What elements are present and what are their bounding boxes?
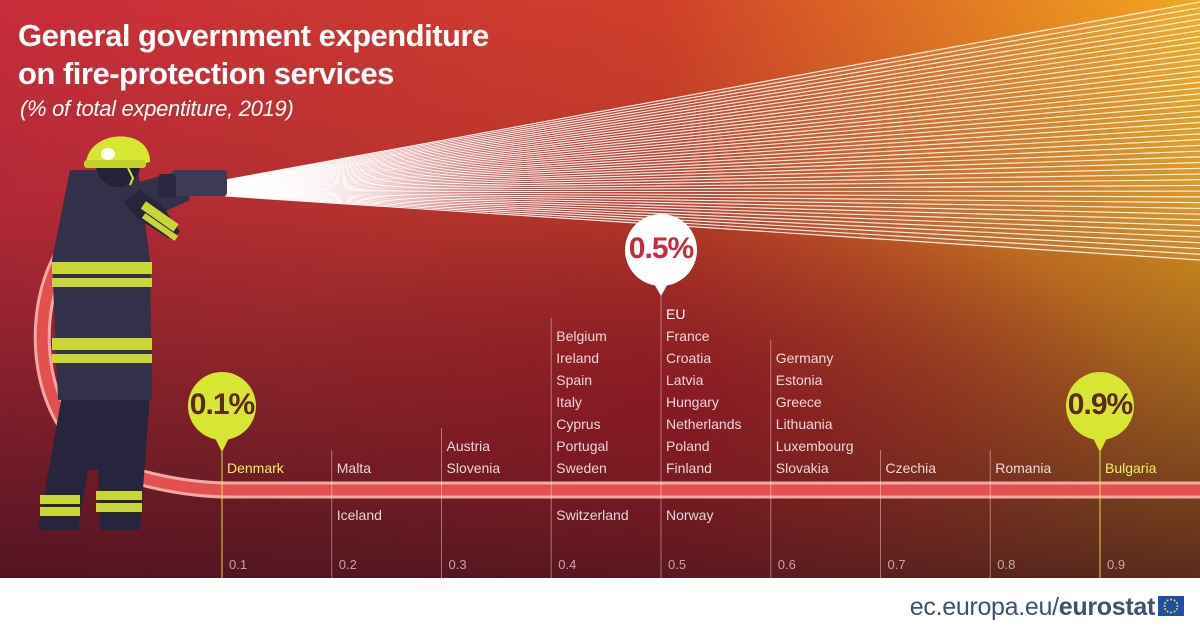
country-label: Slovenia: [446, 460, 501, 476]
bin-above-0.9: Bulgaria: [1105, 457, 1200, 479]
country-label: Netherlands: [666, 416, 742, 432]
source-credit: ec.europa.eu/eurostat: [909, 593, 1156, 622]
country-label: Spain: [556, 372, 593, 388]
x-tick-label: 0.9: [1107, 557, 1126, 572]
country-label: Ireland: [556, 350, 600, 366]
bin-below-0.4: Switzerland: [556, 504, 662, 526]
x-tick-label: 0.5: [668, 557, 687, 572]
country-label: Portugal: [556, 438, 609, 454]
country-label: Switzerland: [556, 507, 629, 523]
country-label: Lithuania: [775, 416, 833, 432]
highlight-bubble: [188, 372, 256, 452]
country-label: Romania: [995, 460, 1052, 476]
country-label: Czechia: [885, 460, 937, 476]
country-label: Malta: [336, 460, 371, 476]
country-label: Belgium: [556, 328, 607, 344]
eu-flag: [1158, 596, 1184, 616]
bin-above-0.3: Austria Slovenia: [447, 435, 553, 479]
country-label: Finland: [666, 460, 712, 476]
country-label: Hungary: [666, 394, 719, 410]
highlight-value: 0.9%: [1067, 388, 1133, 421]
x-tick-label: 0.3: [448, 557, 467, 572]
bin-above-0.7: Czechia: [886, 457, 992, 479]
country-label: Bulgaria: [1105, 460, 1157, 476]
axis-grid: [221, 296, 1101, 578]
chart-title-line-1: General government expenditure: [18, 18, 489, 53]
country-label: Iceland: [336, 507, 382, 523]
chart-subtitle: (% of total expentiture, 2019): [20, 96, 294, 121]
country-label: France: [666, 328, 710, 344]
country-label: Denmark: [227, 460, 284, 476]
country-label: Greece: [775, 394, 822, 410]
country-label: Estonia: [775, 372, 823, 388]
country-label: Luxembourg: [775, 438, 854, 454]
x-tick-label: 0.6: [777, 557, 796, 572]
x-tick-label: 0.1: [229, 557, 248, 572]
country-label: EU: [666, 306, 686, 322]
highlight-value: 0.1%: [189, 388, 255, 421]
highlight-value: 0.5%: [628, 232, 694, 265]
country-label: Croatia: [666, 350, 712, 366]
x-tick-label: 0.4: [558, 557, 577, 572]
x-tick-label: 0.7: [887, 557, 906, 572]
country-label: Cyprus: [556, 416, 601, 432]
footer-band: [0, 578, 1200, 637]
bin-above-0.5: EU France Croatia Latvia Hungary Netherlands P…: [666, 303, 772, 479]
source-site: ec.europa.eu/: [909, 593, 1059, 621]
bin-above-0.1: Denmark: [227, 457, 333, 479]
country-label: Sweden: [556, 460, 607, 476]
source-brand: eurostat: [1058, 593, 1156, 621]
firefighter: [38, 136, 227, 530]
bin-above-0.2: Malta: [337, 457, 443, 479]
country-label: Latvia: [666, 372, 704, 388]
highlight-bubble: [625, 214, 697, 296]
country-label: Germany: [775, 350, 834, 366]
water-spray: [224, 0, 1200, 262]
bin-below-0.5: Norway: [666, 504, 772, 526]
country-label: Poland: [666, 438, 710, 454]
bin-above-0.8: Romania: [995, 457, 1101, 479]
highlight-bubbles: [188, 214, 1134, 452]
country-label: Austria: [446, 438, 491, 454]
country-label: Slovakia: [775, 460, 829, 476]
highlight-bubble: [1066, 372, 1134, 452]
bin-below-0.2: Iceland: [337, 504, 443, 526]
country-label: Norway: [666, 507, 714, 523]
chart-title-line-2: on fire-protection services: [18, 56, 394, 91]
x-tick-label: 0.8: [997, 557, 1016, 572]
country-label: Italy: [556, 394, 582, 410]
bin-above-0.4: Belgium Ireland Spain Italy Cyprus Portugal Sw…: [556, 325, 662, 479]
x-tick-label: 0.2: [338, 557, 357, 572]
bin-above-0.6: Germany Estonia Greece Lithuania Luxembourg S…: [776, 347, 882, 479]
